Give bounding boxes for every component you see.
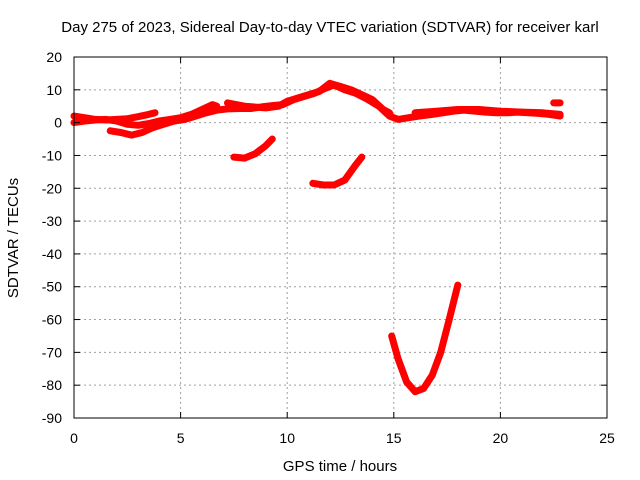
y-tick-label: 0: [54, 115, 62, 131]
y-tick-label: -30: [42, 213, 62, 229]
series-sat-h: [309, 153, 366, 189]
x-tick-label: 5: [177, 430, 185, 446]
series-sat-d: [224, 79, 393, 117]
y-tick-label: -80: [42, 377, 62, 393]
series-sat-e: [411, 106, 564, 118]
series-sat-b: [70, 101, 221, 129]
y-tick-label: -70: [42, 344, 62, 360]
axis-ticks: 20 10 0 -10 -20 -30 -40 -50 -60 -70 -80 -90 0 5 10 15 20…: [42, 49, 615, 446]
y-tick-label: -20: [42, 180, 62, 196]
series-sat-i: [388, 281, 462, 396]
chart-title: Day 275 of 2023, Sidereal Day-to-day VTE…: [61, 19, 598, 36]
series-group: [70, 79, 564, 396]
y-tick-label: -40: [42, 246, 62, 262]
y-tick-label: -60: [42, 312, 62, 328]
x-tick-label: 10: [279, 430, 295, 446]
y-axis-title: SDTVAR / TECUs: [5, 178, 22, 298]
x-tick-label: 15: [386, 430, 402, 446]
y-tick-label: -50: [42, 279, 62, 295]
plot-frame: [73, 56, 608, 419]
y-tick-label: -10: [42, 147, 62, 163]
x-tick-label: 20: [493, 430, 509, 446]
x-tick-label: 25: [599, 430, 615, 446]
y-tick-label: 20: [46, 49, 62, 65]
y-tick-label: 10: [46, 82, 62, 98]
x-tick-label: 0: [70, 430, 78, 446]
y-tick-label: -90: [42, 410, 62, 426]
series-sat-g: [230, 135, 276, 162]
x-axis-title: GPS time / hours: [283, 458, 397, 475]
